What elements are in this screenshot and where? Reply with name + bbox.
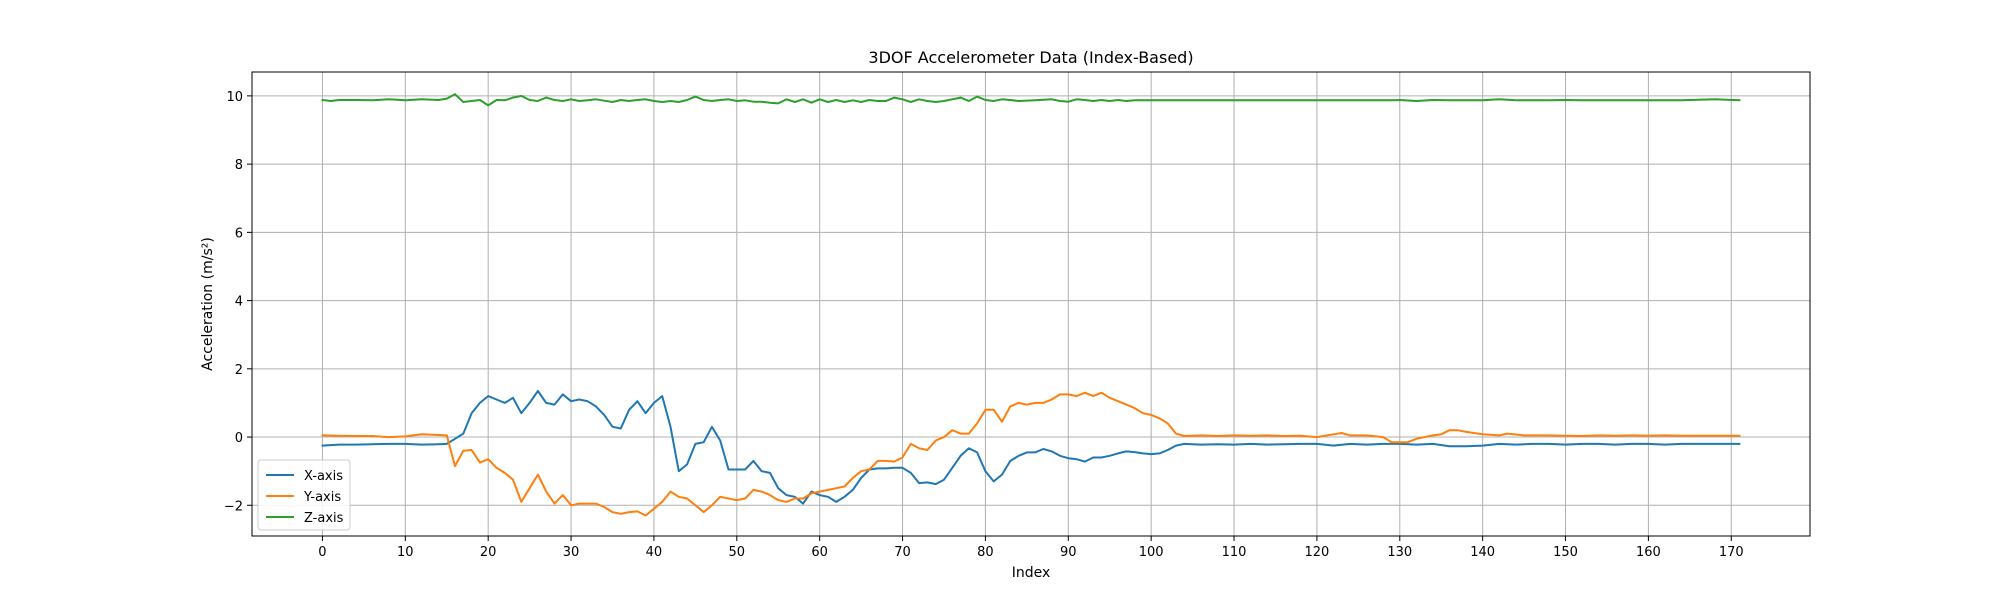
x-tick-label: 130 [1387, 545, 1412, 560]
x-tick-label: 100 [1139, 545, 1164, 560]
y-tick-label: 8 [235, 158, 243, 173]
x-tick-label: 90 [1060, 545, 1077, 560]
x-tick-label: 0 [318, 545, 326, 560]
y-tick-label: 6 [235, 226, 243, 241]
x-tick-label: 30 [563, 545, 580, 560]
x-axis-ticks: 0 10 20 30 40 50 60 70 80 90 100 110 120 130 140 150 160… [318, 536, 1744, 560]
x-tick-label: 160 [1636, 545, 1661, 560]
y-tick-label: −2 [224, 499, 243, 514]
x-tick-label: 50 [729, 545, 746, 560]
legend-label: Z-axis [304, 511, 344, 526]
legend-box [257, 459, 351, 531]
legend-label: X-axis [304, 469, 343, 484]
x-tick-label: 110 [1222, 545, 1247, 560]
x-tick-label: 20 [480, 545, 497, 560]
legend: X-axis Y-axis Z-axis [257, 459, 351, 531]
y-tick-label: 10 [226, 90, 243, 105]
series-line-z-axis [321, 93, 1741, 107]
series-line-x-axis [321, 390, 1741, 505]
grid-lines [252, 72, 1810, 536]
y-tick-label: 0 [235, 431, 243, 446]
x-tick-label: 40 [646, 545, 663, 560]
legend-items: X-axis Y-axis Z-axis [266, 469, 344, 526]
y-axis-label: Acceleration (m/s²) [200, 237, 216, 371]
x-tick-label: 60 [811, 545, 828, 560]
series-lines [321, 93, 1741, 517]
plot-area-border [251, 71, 1811, 537]
x-tick-label: 10 [397, 545, 414, 560]
y-tick-label: 2 [235, 363, 243, 378]
x-tick-label: 70 [894, 545, 911, 560]
x-tick-label: 120 [1304, 545, 1329, 560]
y-tick-label: 4 [235, 295, 243, 310]
x-axis-label: Index [1012, 565, 1051, 581]
chart-title: 3DOF Accelerometer Data (Index-Based) [868, 48, 1193, 67]
x-tick-label: 80 [977, 545, 994, 560]
y-axis-ticks: −2 0 2 4 6 8 10 [224, 90, 252, 514]
x-tick-label: 150 [1553, 545, 1578, 560]
legend-label: Y-axis [303, 490, 341, 505]
x-tick-label: 140 [1470, 545, 1495, 560]
series-line-y-axis [321, 391, 1741, 517]
x-tick-label: 170 [1719, 545, 1744, 560]
